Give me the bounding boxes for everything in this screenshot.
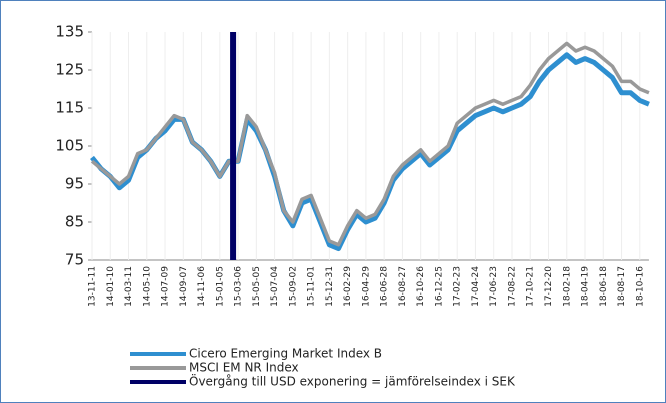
x-tick-label: 14-03-11 — [124, 266, 134, 307]
x-tick-label: 16-12-25 — [434, 266, 444, 307]
y-tick-label: 115 — [55, 99, 84, 117]
x-tick-label: 17-06-23 — [489, 266, 499, 307]
x-tick-label: 17-08-22 — [507, 266, 517, 307]
x-tick-label: 14-01-10 — [106, 266, 116, 307]
x-tick-label: 16-06-28 — [380, 266, 390, 307]
x-tick-label: 14-09-07 — [179, 266, 189, 307]
x-tick-label: 17-12-20 — [544, 266, 554, 307]
y-tick-label: 135 — [55, 23, 84, 41]
x-tick-label: 15-05-05 — [252, 266, 262, 307]
series-line — [90, 41, 650, 247]
x-tick-label: 15-11-01 — [307, 266, 317, 307]
x-tick-label: 18-10-16 — [635, 266, 645, 307]
x-tick-label: 16-08-27 — [398, 266, 408, 307]
x-tick-label: 17-10-21 — [526, 266, 536, 307]
x-tick-label: 18-06-18 — [599, 266, 609, 307]
x-tick-label: 16-04-29 — [361, 266, 371, 307]
x-tick-label: 14-11-06 — [197, 266, 207, 307]
x-tick-label: 14-05-10 — [142, 266, 152, 307]
x-tick-label: 16-02-29 — [343, 266, 353, 307]
x-tick-label: 15-09-02 — [288, 266, 298, 307]
y-tick-label: 95 — [65, 175, 84, 193]
x-tick-label: 17-02-23 — [453, 266, 463, 307]
y-tick-label: 85 — [65, 213, 84, 231]
x-tick-label: 18-02-18 — [562, 266, 572, 307]
x-tick-label: 13-11-11 — [88, 266, 98, 307]
legend-label: MSCI EM NR Index — [189, 361, 299, 375]
x-tick-label: 18-04-19 — [581, 266, 591, 307]
x-tick-label: 15-07-04 — [270, 266, 280, 307]
x-tick-label: 15-01-05 — [215, 266, 225, 307]
x-tick-label: 18-08-17 — [617, 266, 627, 307]
x-tick-label: 15-12-31 — [325, 266, 335, 307]
y-tick-label: 125 — [55, 61, 84, 79]
x-tick-label: 14-07-09 — [161, 266, 171, 307]
x-tick-label: 17-04-24 — [471, 266, 481, 307]
x-tick-label: 16-10-26 — [416, 266, 426, 307]
legend-label: Övergång till USD exponering = jämförels… — [189, 373, 516, 389]
legend-label: Cicero Emerging Market Index B — [189, 347, 382, 361]
y-tick-label: 75 — [65, 251, 84, 269]
x-tick-label: 15-03-06 — [234, 266, 244, 307]
y-tick-label: 105 — [55, 137, 84, 155]
